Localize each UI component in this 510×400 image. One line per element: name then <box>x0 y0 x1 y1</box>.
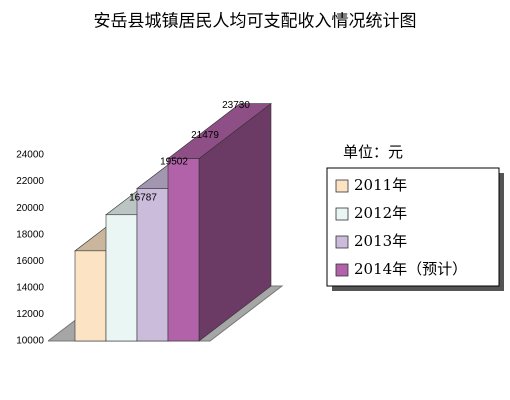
y-tick-label: 24000 <box>16 150 44 161</box>
value-label: 19502 <box>160 156 188 167</box>
legend-swatch <box>335 235 349 249</box>
y-tick-label: 16000 <box>16 256 44 267</box>
legend-box <box>326 167 500 287</box>
legend-swatch <box>335 207 349 221</box>
value-label: 16787 <box>129 192 157 203</box>
chart-title: 安岳县城镇居民人均可支配收入情况统计图 <box>94 12 417 32</box>
bar <box>105 214 138 342</box>
bar <box>74 250 107 342</box>
legend-label: 2012年 <box>354 204 407 222</box>
unit-label: 单位：元 <box>343 143 403 161</box>
y-tick-label: 12000 <box>16 309 44 320</box>
value-label: 21479 <box>191 130 219 141</box>
bar <box>167 158 200 342</box>
y-tick-label: 20000 <box>16 203 44 214</box>
y-tick-label: 18000 <box>16 229 44 240</box>
y-tick-label: 14000 <box>16 282 44 293</box>
value-label: 23730 <box>222 100 250 111</box>
legend-swatch <box>335 263 349 277</box>
y-tick-label: 10000 <box>16 336 44 347</box>
bar <box>136 188 169 342</box>
legend-label: 2014年（预计） <box>354 260 467 278</box>
y-tick-label: 22000 <box>16 176 44 187</box>
legend-label: 2013年 <box>354 232 407 250</box>
legend-label: 2011年 <box>354 176 407 194</box>
legend-swatch <box>335 179 349 193</box>
